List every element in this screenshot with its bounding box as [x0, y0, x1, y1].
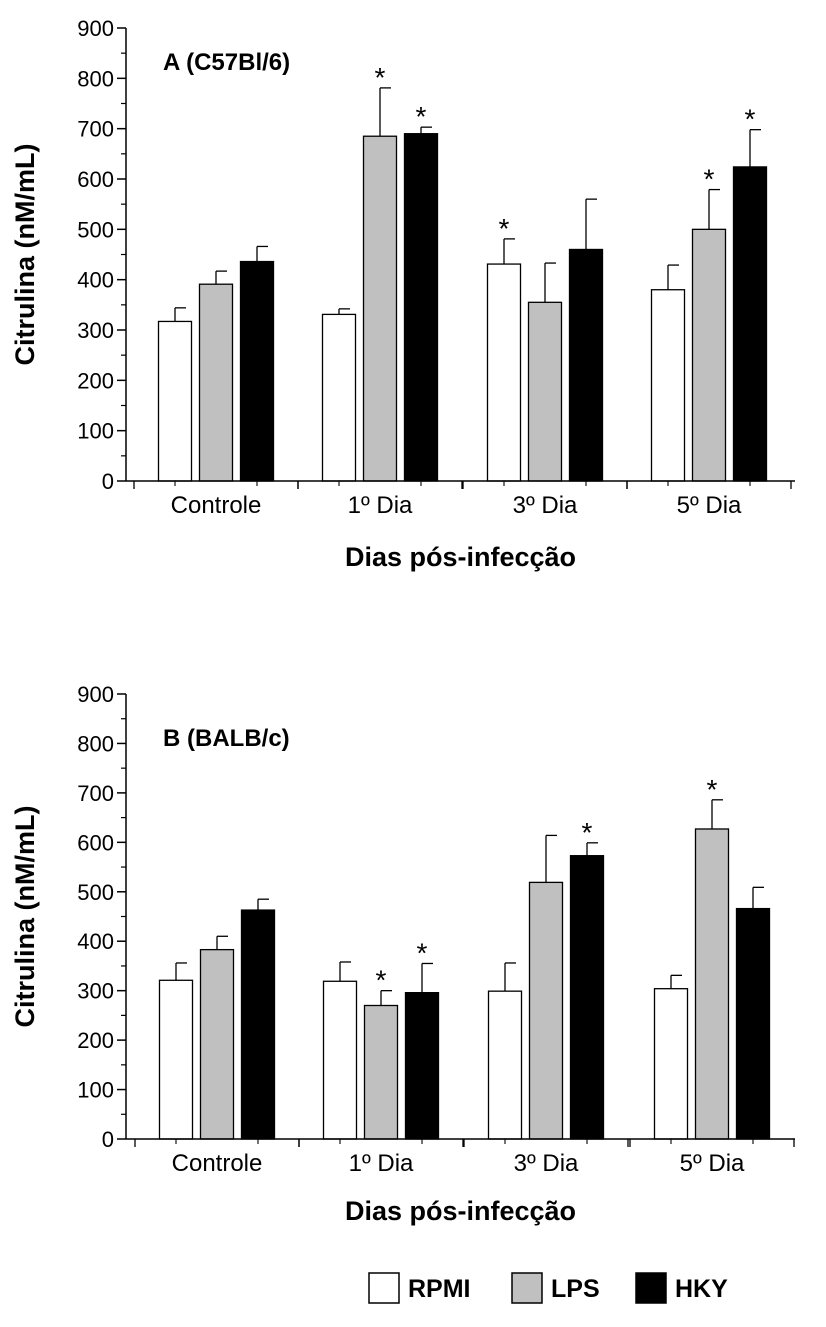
panel-b-y-tick-label-400: 400	[77, 929, 114, 954]
panel-b: * * * * 0 100 200 300 400 500 600 700 800 900 Controle…	[10, 682, 795, 1226]
panel-a-y-tick-label-900: 900	[77, 16, 114, 41]
bar-panel-a-hky-controle	[239, 260, 275, 482]
legend-label-rpmi: RPMI	[408, 1275, 471, 1303]
panel-b-x-axis-title: Dias pós-infecção	[345, 1196, 576, 1226]
panel-a-y-tick-label-0: 0	[102, 469, 114, 494]
panel-b-y-tick-label-900: 900	[77, 682, 114, 707]
bar-panel-b-hky-5-dia	[735, 907, 771, 1140]
bar-panel-b-lps-3-dia	[528, 881, 564, 1140]
panel-a: * * * * * 0 100 200 300 400 500 600 700 800 900 Control…	[10, 16, 795, 572]
panel-b-y-tick-label-0: 0	[102, 1127, 114, 1152]
bar-panel-a-rpmi-5-dia	[650, 289, 686, 482]
legend-item-lps: LPS	[511, 1272, 600, 1304]
panel-b-y-tick-label-200: 200	[77, 1028, 114, 1053]
bar-panel-b-rpmi-1-dia	[322, 980, 358, 1140]
panel-b-x-tick-label-5-dia: 5º Dia	[680, 1150, 745, 1177]
panel-a-y-tick-label-600: 600	[77, 167, 114, 192]
significance-mark-panel-a-lps-5-dia: *	[704, 164, 715, 195]
panel-a-y-tick-label-800: 800	[77, 66, 114, 91]
bar-panel-a-lps-3-dia	[527, 301, 563, 482]
panel-a-y-axis-title: Citrulina (nM/mL)	[10, 144, 40, 366]
bar-panel-b-rpmi-5-dia	[653, 988, 689, 1140]
panel-b-y-tick-label-100: 100	[77, 1078, 114, 1103]
legend-label-hky: HKY	[675, 1275, 728, 1303]
significance-mark-panel-b-hky-3-dia: *	[582, 817, 593, 848]
panel-a-x-tick-label-5-dia: 5º Dia	[677, 492, 742, 519]
panel-a-y-tick-label-500: 500	[77, 217, 114, 242]
bar-panel-b-hky-1-dia	[404, 991, 440, 1140]
panel-b-y-tick-label-300: 300	[77, 979, 114, 1004]
bar-panel-a-lps-5-dia	[691, 228, 727, 482]
bar-panel-b-rpmi-3-dia	[487, 990, 523, 1140]
panel-a-title: A (C57Bl/6)	[163, 49, 290, 76]
panel-a-x-axis-title: Dias pós-infecção	[345, 542, 576, 572]
panel-a-x-tick-label-1-dia: 1º Dia	[348, 492, 413, 519]
significance-mark-panel-b-lps-5-dia: *	[707, 774, 718, 805]
panel-a-y-tick-label-700: 700	[77, 117, 114, 142]
significance-mark-panel-b-hky-1-dia: *	[417, 937, 428, 968]
legend-swatch-hky	[635, 1272, 667, 1304]
panel-b-x-tick-label-1-dia: 1º Dia	[349, 1150, 414, 1177]
panel-b-title: B (BALB/c)	[163, 725, 290, 752]
panel-b-y-tick-label-700: 700	[77, 781, 114, 806]
bar-panel-b-hky-controle	[240, 909, 276, 1140]
bar-panel-a-hky-5-dia	[732, 166, 768, 482]
significance-mark-panel-b-lps-1-dia: *	[376, 965, 387, 996]
bar-panel-a-lps-1-dia	[362, 135, 398, 482]
panel-a-y-tick-label-400: 400	[77, 268, 114, 293]
panel-b-y-tick-label-600: 600	[77, 830, 114, 855]
legend-item-hky: HKY	[635, 1272, 728, 1304]
significance-mark-panel-a-lps-1-dia: *	[375, 62, 386, 93]
legend-item-rpmi: RPMI	[368, 1272, 471, 1304]
significance-mark-panel-a-rpmi-3-dia: *	[499, 213, 510, 244]
legend-swatch-lps	[511, 1272, 543, 1304]
panel-a-y-tick-label-100: 100	[77, 419, 114, 444]
bar-panel-a-rpmi-controle	[157, 320, 193, 482]
bar-panel-a-rpmi-1-dia	[321, 313, 357, 482]
significance-mark-panel-a-hky-1-dia: *	[416, 101, 427, 132]
legend: RPMI LPS HKY	[368, 1272, 728, 1304]
panel-a-x-tick-label-controle: Controle	[171, 492, 262, 519]
bar-panel-b-rpmi-controle	[158, 979, 194, 1140]
bar-panel-a-rpmi-3-dia	[486, 263, 522, 482]
panel-b-y-tick-label-500: 500	[77, 880, 114, 905]
legend-label-lps: LPS	[551, 1275, 600, 1303]
bar-panel-a-lps-controle	[198, 283, 234, 482]
bar-panel-b-lps-controle	[199, 948, 235, 1140]
panel-b-x-tick-label-3-dia: 3º Dia	[514, 1150, 579, 1177]
bar-panel-b-hky-3-dia	[569, 855, 605, 1140]
significance-mark-panel-a-hky-5-dia: *	[745, 104, 756, 135]
bar-panel-b-lps-5-dia	[694, 828, 730, 1140]
bar-panel-b-lps-1-dia	[363, 1004, 399, 1140]
panel-a-x-tick-label-3-dia: 3º Dia	[513, 492, 578, 519]
panel-b-y-axis-title: Citrulina (nM/mL)	[10, 806, 40, 1028]
panel-b-x-tick-label-controle: Controle	[172, 1150, 263, 1177]
panel-a-y-tick-label-200: 200	[77, 368, 114, 393]
bar-panel-a-hky-1-dia	[403, 133, 439, 482]
panel-a-y-tick-label-300: 300	[77, 318, 114, 343]
legend-swatch-rpmi	[368, 1272, 400, 1304]
bar-panel-a-hky-3-dia	[568, 248, 604, 482]
panel-b-y-tick-label-800: 800	[77, 731, 114, 756]
